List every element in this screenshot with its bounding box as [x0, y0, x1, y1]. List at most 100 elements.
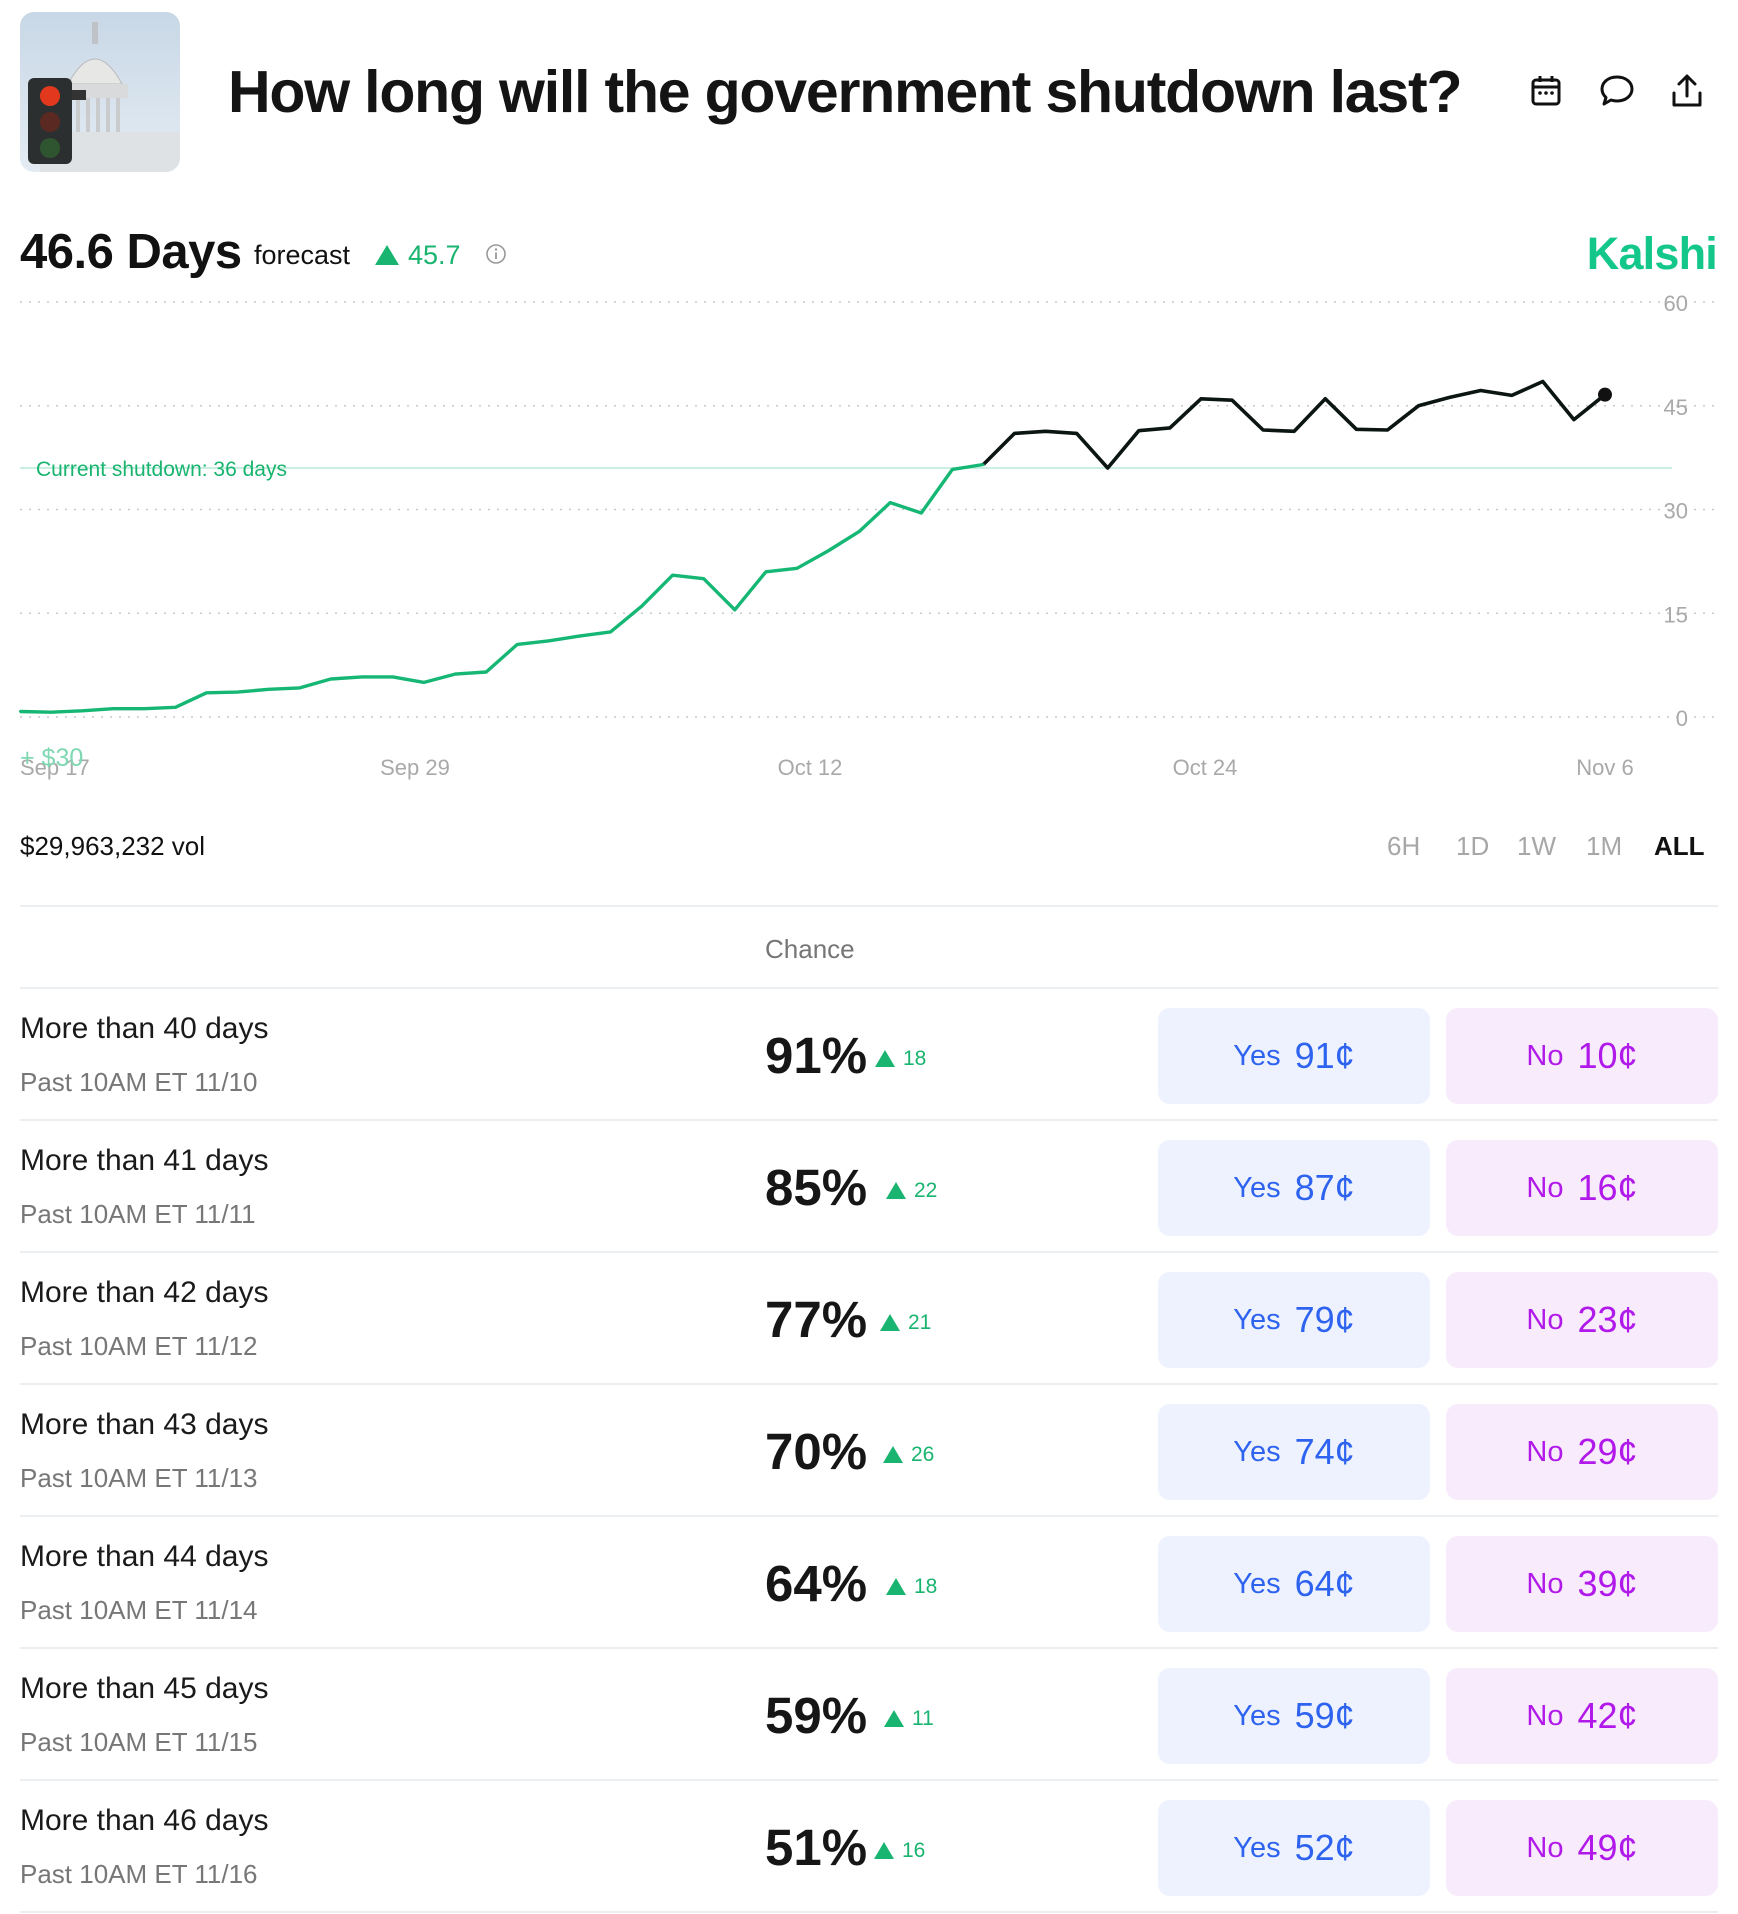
forecast-label: forecast: [254, 240, 351, 270]
x-tick-label: Sep 17: [20, 755, 90, 780]
data-point: [671, 574, 674, 577]
no-label: No: [1526, 1435, 1564, 1468]
brand-logo: Kalshi: [1586, 228, 1718, 279]
no-price: 39¢: [1577, 1563, 1638, 1604]
outcome-delta: 26: [911, 1443, 935, 1466]
data-point: [267, 688, 270, 691]
yes-price: 87¢: [1294, 1167, 1355, 1208]
buy-no-button[interactable]: No 16¢: [1446, 1140, 1718, 1236]
data-point: [733, 608, 737, 611]
data-point: [49, 710, 53, 714]
series-line-early: [19, 462, 984, 714]
no-label: No: [1526, 1303, 1564, 1336]
outcome-chance: 51%: [765, 1819, 868, 1876]
data-point: [18, 710, 22, 713]
buy-yes-button[interactable]: Yes 64¢: [1158, 1536, 1430, 1632]
data-point: [1168, 426, 1172, 430]
forecast-delta: 45.7: [408, 240, 461, 270]
data-point: [1572, 418, 1576, 421]
outcome-row[interactable]: More than 45 days Past 10AM ET 11/15 59% 11…: [0, 1650, 1738, 1782]
no-price: 23¢: [1577, 1299, 1638, 1340]
info-icon[interactable]: [485, 243, 507, 265]
divider: [20, 1779, 1718, 1781]
data-point: [1479, 389, 1482, 392]
buy-no-button[interactable]: No 29¢: [1446, 1404, 1718, 1500]
buy-no-button[interactable]: No 42¢: [1446, 1668, 1718, 1764]
buy-yes-button[interactable]: Yes 52¢: [1158, 1800, 1430, 1896]
divider: [20, 1119, 1718, 1121]
range-1w[interactable]: 1W: [1517, 831, 1556, 861]
buy-yes-button[interactable]: Yes 59¢: [1158, 1668, 1430, 1764]
no-price: 49¢: [1577, 1827, 1638, 1868]
range-1d[interactable]: 1D: [1456, 831, 1490, 861]
outcome-deadline: Past 10AM ET 11/10: [20, 1067, 258, 1097]
outcome-row[interactable]: More than 41 days Past 10AM ET 11/11 85% 22…: [0, 1122, 1738, 1254]
range-all[interactable]: ALL: [1654, 831, 1705, 861]
data-point: [888, 501, 892, 504]
calendar-icon[interactable]: [1527, 72, 1565, 110]
data-point: [764, 570, 768, 573]
data-point: [1386, 428, 1389, 432]
outcome-chance: 64%: [765, 1555, 868, 1612]
outcome-row[interactable]: More than 43 days Past 10AM ET 11/13 70% 26…: [0, 1386, 1738, 1518]
buy-yes-button[interactable]: Yes 74¢: [1158, 1404, 1430, 1500]
market-title: How long will the government shutdown la…: [228, 59, 1462, 125]
buy-yes-button[interactable]: Yes 79¢: [1158, 1272, 1430, 1368]
outcome-chance: 59%: [765, 1687, 868, 1744]
no-label: No: [1526, 1567, 1564, 1600]
outcome-row[interactable]: More than 46 days Past 10AM ET 11/16 51% 16…: [0, 1782, 1738, 1914]
current-value-marker: [1598, 387, 1612, 402]
buy-no-button[interactable]: No 39¢: [1446, 1536, 1718, 1632]
outcome-row[interactable]: More than 44 days Past 10AM ET 11/14 64% 18…: [0, 1518, 1738, 1650]
up-arrow-icon: [886, 1578, 906, 1595]
data-point: [1044, 430, 1047, 433]
outcome-name: More than 44 days: [20, 1540, 269, 1573]
comment-icon[interactable]: [1598, 72, 1636, 110]
outcome-chance: 77%: [765, 1291, 868, 1348]
outcome-deadline: Past 10AM ET 11/15: [20, 1727, 258, 1757]
outcome-row[interactable]: More than 42 days Past 10AM ET 11/12 77% 21…: [0, 1254, 1738, 1386]
data-point: [1355, 428, 1358, 431]
outcome-deadline: Past 10AM ET 11/14: [20, 1595, 258, 1625]
data-point: [484, 670, 488, 674]
data-point: [920, 511, 923, 515]
data-point: [1541, 380, 1545, 383]
yes-label: Yes: [1233, 1567, 1281, 1600]
data-point: [547, 639, 550, 643]
up-arrow-icon: [875, 1050, 895, 1067]
buy-no-button[interactable]: No 10¢: [1446, 1008, 1718, 1104]
y-tick-label: 15: [1664, 602, 1688, 627]
range-6h[interactable]: 6H: [1387, 831, 1421, 861]
buy-no-button[interactable]: No 49¢: [1446, 1800, 1718, 1896]
yes-label: Yes: [1233, 1831, 1281, 1864]
outcome-name: More than 45 days: [20, 1672, 269, 1705]
yes-price: 79¢: [1294, 1299, 1355, 1340]
outcome-deadline: Past 10AM ET 11/12: [20, 1331, 258, 1361]
yes-label: Yes: [1233, 1435, 1281, 1468]
data-point: [1137, 429, 1141, 432]
data-point: [1013, 432, 1016, 435]
outcome-deadline: Past 10AM ET 11/11: [20, 1199, 256, 1229]
share-icon[interactable]: [1668, 72, 1706, 110]
buy-no-button[interactable]: No 23¢: [1446, 1272, 1718, 1368]
data-point: [826, 549, 830, 553]
range-1m[interactable]: 1M: [1586, 831, 1623, 861]
buy-yes-button[interactable]: Yes 87¢: [1158, 1140, 1430, 1236]
x-tick-label: Sep 29: [380, 755, 450, 780]
y-tick-label: 0: [1676, 706, 1688, 731]
data-point: [1510, 394, 1513, 397]
outcome-name: More than 42 days: [20, 1276, 269, 1309]
data-point: [702, 577, 705, 580]
outcome-name: More than 40 days: [20, 1012, 269, 1045]
up-arrow-icon: [880, 1314, 900, 1331]
data-point: [1230, 399, 1234, 402]
buy-yes-button[interactable]: Yes 91¢: [1158, 1008, 1430, 1104]
outcome-delta: 16: [902, 1839, 926, 1862]
outcome-row[interactable]: More than 40 days Past 10AM ET 11/10 91% 18…: [0, 990, 1738, 1122]
up-arrow-icon: [375, 245, 399, 265]
chance-column-header: Chance: [765, 934, 855, 964]
data-point: [516, 643, 519, 646]
outcome-chance: 85%: [765, 1159, 868, 1216]
yes-price: 52¢: [1294, 1827, 1355, 1868]
data-point: [391, 675, 395, 679]
